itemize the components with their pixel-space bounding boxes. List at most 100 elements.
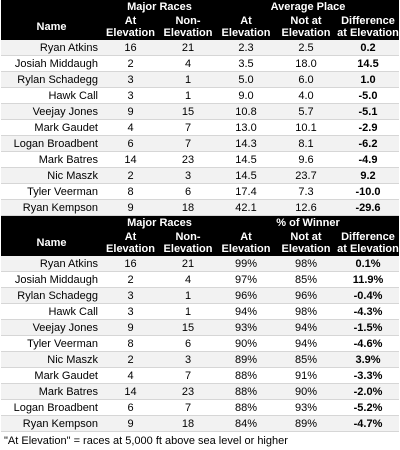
difference-cell: -4.7% [337, 415, 399, 432]
table2-column-header: Difference at Elevation [337, 230, 399, 256]
value-cell: 21 [159, 40, 217, 56]
value-cell: 85% [275, 351, 337, 368]
value-cell: 9.0 [217, 87, 275, 104]
value-cell: 98% [275, 256, 337, 272]
value-cell: 1 [159, 303, 217, 320]
value-cell: 9 [102, 319, 159, 336]
value-cell: 98% [275, 303, 337, 320]
value-cell: 3 [159, 167, 217, 184]
table-row: Veejay Jones 9 15 10.8 5.7 -5.1 [1, 103, 399, 120]
value-cell: 97% [217, 271, 275, 288]
runner-name-cell: Mark Batres [1, 151, 102, 168]
difference-cell: -5.0 [337, 87, 399, 104]
table-row: Hawk Call 3 1 9.0 4.0 -5.0 [1, 87, 399, 104]
runner-name-cell: Josiah Middaugh [1, 271, 102, 288]
runner-name-cell: Nic Maszk [1, 167, 102, 184]
difference-cell: -4.3% [337, 303, 399, 320]
table-row: Ryan Atkins 16 21 2.3 2.5 0.2 [1, 40, 399, 56]
difference-cell: 0.1% [337, 256, 399, 272]
table-row: Hawk Call 3 1 94% 98% -4.3% [1, 303, 399, 320]
value-cell: 14 [102, 383, 159, 400]
runner-name-cell: Hawk Call [1, 303, 102, 320]
table-row: Ryan Kempson 9 18 84% 89% -4.7% [1, 415, 399, 432]
value-cell: 18 [159, 415, 217, 432]
difference-cell: -10.0 [337, 183, 399, 200]
value-cell: 9 [102, 199, 159, 216]
percent-of-winner-table: Major Races % of Winner Name At Elevation… [1, 216, 399, 432]
runner-name-cell: Mark Gaudet [1, 119, 102, 136]
value-cell: 88% [217, 383, 275, 400]
runner-name-cell: Tyler Veerman [1, 183, 102, 200]
difference-cell: -29.6 [337, 199, 399, 216]
value-cell: 14.3 [217, 135, 275, 152]
runner-name-cell: Rylan Schadegg [1, 287, 102, 304]
value-cell: 91% [275, 367, 337, 384]
average-place-table: Major Races Average Place Name At Elevati… [1, 0, 399, 216]
table1-column-header: Name [1, 14, 102, 40]
runner-name-cell: Josiah Middaugh [1, 55, 102, 72]
table2-group-header-row: Major Races % of Winner [1, 216, 399, 230]
runner-name-cell: Rylan Schadegg [1, 71, 102, 88]
table2-group-major-races: Major Races [102, 216, 217, 230]
table1-column-header: Difference at Elevation [337, 14, 399, 40]
value-cell: 1 [159, 287, 217, 304]
value-cell: 89% [275, 415, 337, 432]
table-row: Rylan Schadegg 3 1 96% 96% -0.4% [1, 287, 399, 304]
value-cell: 9 [102, 415, 159, 432]
difference-cell: -2.0% [337, 383, 399, 400]
table-row: Rylan Schadegg 3 1 5.0 6.0 1.0 [1, 71, 399, 88]
value-cell: 12.6 [275, 199, 337, 216]
value-cell: 89% [217, 351, 275, 368]
value-cell: 99% [217, 256, 275, 272]
difference-cell: -6.2 [337, 135, 399, 152]
value-cell: 96% [275, 287, 337, 304]
value-cell: 6.0 [275, 71, 337, 88]
runner-name-cell: Veejay Jones [1, 103, 102, 120]
value-cell: 7.3 [275, 183, 337, 200]
value-cell: 18 [159, 199, 217, 216]
table-row: Ryan Kempson 9 18 42.1 12.6 -29.6 [1, 199, 399, 216]
value-cell: 18.0 [275, 55, 337, 72]
table1-column-header: At Elevation [217, 14, 275, 40]
table-row: Mark Batres 14 23 88% 90% -2.0% [1, 383, 399, 400]
table1-group-major-races: Major Races [102, 0, 217, 14]
runner-name-cell: Ryan Kempson [1, 415, 102, 432]
value-cell: 10.1 [275, 119, 337, 136]
difference-cell: 1.0 [337, 71, 399, 88]
table-row: Tyler Veerman 8 6 17.4 7.3 -10.0 [1, 183, 399, 200]
table-row: Logan Broadbent 6 7 14.3 8.1 -6.2 [1, 135, 399, 152]
table2-column-header-row: Name At Elevation Non- Elevation At Elevati… [1, 230, 399, 256]
value-cell: 13.0 [217, 119, 275, 136]
runner-name-cell: Hawk Call [1, 87, 102, 104]
runner-name-cell: Mark Batres [1, 383, 102, 400]
value-cell: 6 [159, 335, 217, 352]
value-cell: 2 [102, 167, 159, 184]
difference-cell: -4.9 [337, 151, 399, 168]
difference-cell: -3.3% [337, 367, 399, 384]
table1-column-header-row: Name At Elevation Non- Elevation At Elevati… [1, 14, 399, 40]
value-cell: 84% [217, 415, 275, 432]
table1-body: Ryan Atkins 16 21 2.3 2.5 0.2 Josiah Middaugh 2… [1, 40, 399, 216]
table-row: Nic Maszk 2 3 89% 85% 3.9% [1, 351, 399, 368]
table2-column-header: Not at Elevation [275, 230, 337, 256]
value-cell: 2 [102, 55, 159, 72]
value-cell: 2 [102, 351, 159, 368]
runner-name-cell: Tyler Veerman [1, 335, 102, 352]
value-cell: 16 [102, 40, 159, 56]
value-cell: 21 [159, 256, 217, 272]
value-cell: 94% [275, 319, 337, 336]
value-cell: 3 [102, 87, 159, 104]
table-row: Ryan Atkins 16 21 99% 98% 0.1% [1, 256, 399, 272]
runner-name-cell: Nic Maszk [1, 351, 102, 368]
value-cell: 5.0 [217, 71, 275, 88]
table1-group-header-row: Major Races Average Place [1, 0, 399, 14]
value-cell: 88% [217, 367, 275, 384]
value-cell: 7 [159, 135, 217, 152]
value-cell: 4.0 [275, 87, 337, 104]
value-cell: 3 [102, 71, 159, 88]
value-cell: 8 [102, 183, 159, 200]
table-row: Veejay Jones 9 15 93% 94% -1.5% [1, 319, 399, 336]
value-cell: 90% [275, 383, 337, 400]
difference-cell: 14.5 [337, 55, 399, 72]
